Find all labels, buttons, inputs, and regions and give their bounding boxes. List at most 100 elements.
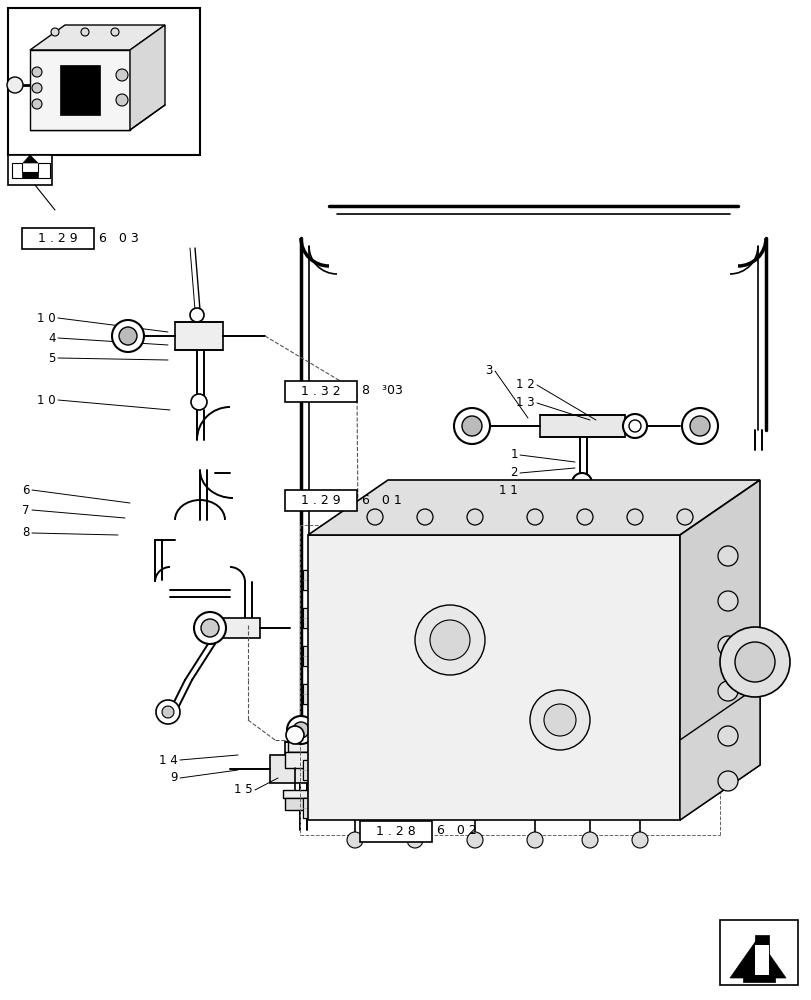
Circle shape (577, 509, 592, 525)
Text: 6   0 2: 6 0 2 (436, 824, 476, 837)
Bar (323, 565, 664, 790)
Bar (285, 381, 357, 402)
Bar (285, 742, 320, 760)
Bar (303, 608, 337, 628)
Circle shape (116, 94, 128, 106)
Circle shape (530, 690, 590, 750)
Circle shape (417, 509, 432, 525)
Circle shape (81, 28, 89, 36)
Bar (220, 618, 260, 638)
Bar (303, 646, 337, 666)
Text: 1 0: 1 0 (37, 393, 56, 406)
Bar (270, 755, 329, 783)
Circle shape (327, 761, 342, 777)
Bar (303, 608, 320, 628)
Polygon shape (12, 163, 50, 178)
Bar (8, 8, 200, 155)
Circle shape (51, 28, 59, 36)
Circle shape (430, 620, 470, 660)
Circle shape (719, 627, 789, 697)
Circle shape (734, 642, 774, 682)
Text: 8: 8 (23, 526, 30, 540)
Circle shape (717, 726, 737, 746)
Polygon shape (729, 938, 785, 978)
Circle shape (676, 509, 692, 525)
Bar (303, 760, 320, 780)
Text: 7: 7 (23, 504, 30, 516)
Text: 1 . 2 9: 1 . 2 9 (301, 494, 341, 507)
Circle shape (406, 832, 423, 848)
Circle shape (466, 509, 483, 525)
Bar (303, 570, 337, 590)
Text: 6: 6 (23, 484, 30, 496)
Polygon shape (742, 975, 774, 982)
Text: 1: 1 (510, 448, 517, 462)
Circle shape (367, 509, 383, 525)
Circle shape (717, 771, 737, 791)
Bar (303, 646, 320, 666)
Circle shape (629, 420, 640, 432)
Circle shape (631, 832, 647, 848)
Circle shape (285, 726, 303, 744)
Circle shape (32, 83, 42, 93)
Polygon shape (679, 480, 759, 820)
Circle shape (717, 681, 737, 701)
Polygon shape (307, 535, 679, 820)
Bar (359, 821, 431, 842)
Circle shape (7, 77, 23, 93)
Circle shape (717, 546, 737, 566)
Circle shape (581, 832, 597, 848)
Text: 8   ³03: 8 ³03 (362, 384, 402, 397)
Bar (285, 490, 357, 511)
Bar (8, 155, 52, 185)
Text: 1 1: 1 1 (499, 484, 517, 496)
Bar (303, 722, 337, 742)
Circle shape (112, 320, 144, 352)
Text: 1 4: 1 4 (159, 754, 178, 766)
Circle shape (116, 69, 128, 81)
Circle shape (626, 509, 642, 525)
Circle shape (194, 612, 225, 644)
Circle shape (190, 308, 204, 322)
Circle shape (526, 509, 543, 525)
Circle shape (191, 394, 207, 410)
Bar (175, 322, 223, 350)
Circle shape (461, 416, 482, 436)
Text: 1 2: 1 2 (516, 378, 534, 391)
Bar (303, 722, 320, 742)
Circle shape (622, 414, 646, 438)
Bar (303, 798, 337, 818)
Bar (288, 740, 310, 752)
Text: 6   0 3: 6 0 3 (99, 232, 139, 244)
Circle shape (293, 722, 309, 738)
Circle shape (681, 408, 717, 444)
Bar (303, 760, 337, 780)
Polygon shape (754, 935, 768, 975)
Circle shape (119, 327, 137, 345)
Polygon shape (30, 25, 165, 50)
Bar (283, 790, 307, 798)
Bar (303, 684, 320, 704)
Polygon shape (307, 480, 759, 535)
Circle shape (32, 99, 42, 109)
Text: 1 . 3 2: 1 . 3 2 (301, 385, 341, 398)
Text: 6   0 1: 6 0 1 (362, 493, 401, 506)
Text: 9: 9 (170, 771, 178, 784)
Circle shape (414, 605, 484, 675)
Polygon shape (23, 155, 38, 163)
Polygon shape (30, 50, 130, 130)
Circle shape (526, 832, 543, 848)
Circle shape (201, 619, 219, 637)
Text: 1 5: 1 5 (234, 783, 253, 796)
Polygon shape (130, 25, 165, 130)
Circle shape (717, 591, 737, 611)
Bar (303, 798, 320, 818)
Circle shape (162, 706, 174, 718)
Text: 1 0: 1 0 (37, 312, 56, 324)
Circle shape (466, 832, 483, 848)
Circle shape (32, 67, 42, 77)
Text: 1 . 2 9: 1 . 2 9 (38, 232, 78, 245)
Circle shape (286, 716, 315, 744)
Circle shape (346, 832, 363, 848)
Text: 1 . 2 8: 1 . 2 8 (375, 825, 415, 838)
